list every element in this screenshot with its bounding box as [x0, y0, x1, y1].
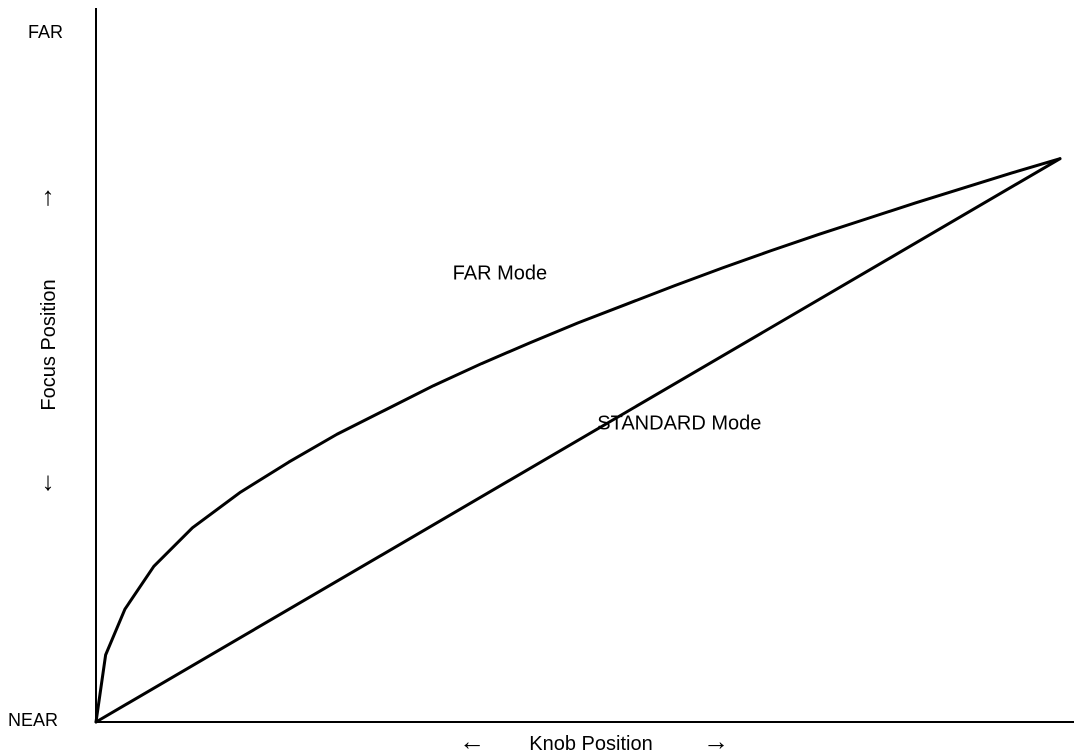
- y-axis-label: Focus Position: [38, 279, 60, 410]
- x-axis-left-arrow-icon: ←: [459, 726, 485, 754]
- series-label-far-mode: FAR Mode: [453, 262, 547, 284]
- x-axis-right-arrow-icon: →: [703, 726, 729, 754]
- y-axis-down-arrow-icon: ↓: [42, 466, 55, 496]
- series-line-standard-mode: [94, 157, 1062, 724]
- series-line-far-mode: [94, 157, 1062, 724]
- y-tick-label-far: FAR: [28, 22, 63, 42]
- x-axis-label: Knob Position: [529, 733, 652, 754]
- y-axis-up-arrow-icon: ↑: [42, 181, 55, 211]
- series-label-standard-mode: STANDARD Mode: [597, 412, 761, 434]
- series-layer: [94, 157, 1062, 724]
- y-tick-label-near: NEAR: [8, 710, 58, 730]
